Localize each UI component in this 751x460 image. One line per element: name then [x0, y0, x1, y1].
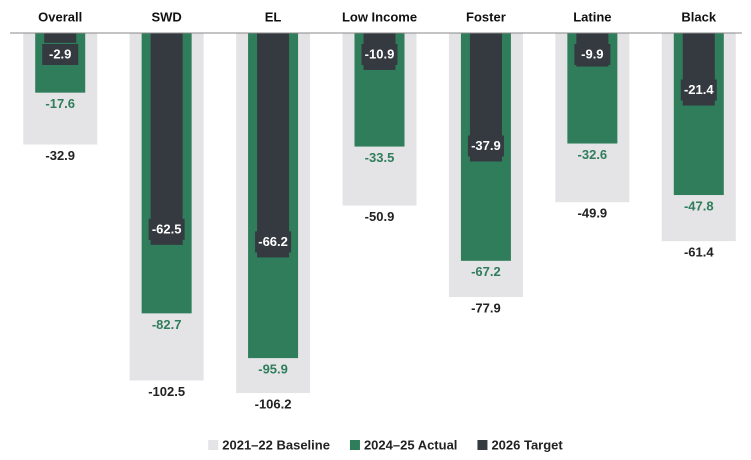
value-label: -21.4: [684, 82, 714, 97]
category-label: Low Income: [342, 9, 417, 24]
value-label: -82.7: [152, 317, 182, 332]
value-label: -17.6: [45, 96, 75, 111]
value-label-bg: [42, 44, 79, 65]
category-label: SWD: [151, 9, 181, 24]
value-label: -47.8: [684, 198, 714, 213]
value-label: -10.9: [365, 46, 395, 61]
legend-label: 2024–25 Actual: [364, 437, 457, 452]
value-label-bg: [467, 135, 504, 157]
value-label: -50.9: [365, 209, 395, 224]
value-label-bg: [361, 44, 398, 65]
value-label-bg: [574, 44, 611, 65]
value-label-bg: [148, 218, 185, 240]
legend-label: 2021–22 Baseline: [222, 437, 330, 452]
category-label: Overall: [38, 9, 82, 24]
value-label: -33.5: [365, 150, 395, 165]
value-label: -67.2: [471, 264, 501, 279]
value-label: -37.9: [471, 138, 501, 153]
value-label-bg: [255, 231, 292, 253]
value-label: -9.9: [581, 46, 603, 61]
legend-swatch: [477, 440, 488, 450]
category-label: EL: [265, 9, 282, 24]
legend-swatch: [208, 440, 219, 450]
category-label: Foster: [466, 9, 506, 24]
value-label: -102.5: [148, 384, 185, 399]
value-label: -66.2: [258, 234, 288, 249]
value-label: -77.9: [471, 301, 501, 316]
category-label: Black: [681, 9, 716, 24]
value-label: -95.9: [258, 362, 288, 377]
value-label: -32.9: [45, 148, 75, 163]
legend-swatch: [349, 440, 360, 450]
category-label: Latine: [573, 9, 611, 24]
value-label-bg: [680, 79, 717, 101]
value-label: -2.9: [49, 46, 71, 61]
bar: [150, 33, 183, 245]
value-label: -32.6: [578, 147, 608, 162]
value-label: -106.2: [255, 396, 292, 411]
legend-label: 2026 Target: [491, 437, 563, 452]
value-label: -49.9: [578, 206, 608, 221]
bar: [44, 33, 77, 43]
value-label: -61.4: [684, 245, 714, 260]
value-label: -62.5: [152, 221, 182, 236]
bar: [257, 33, 290, 258]
